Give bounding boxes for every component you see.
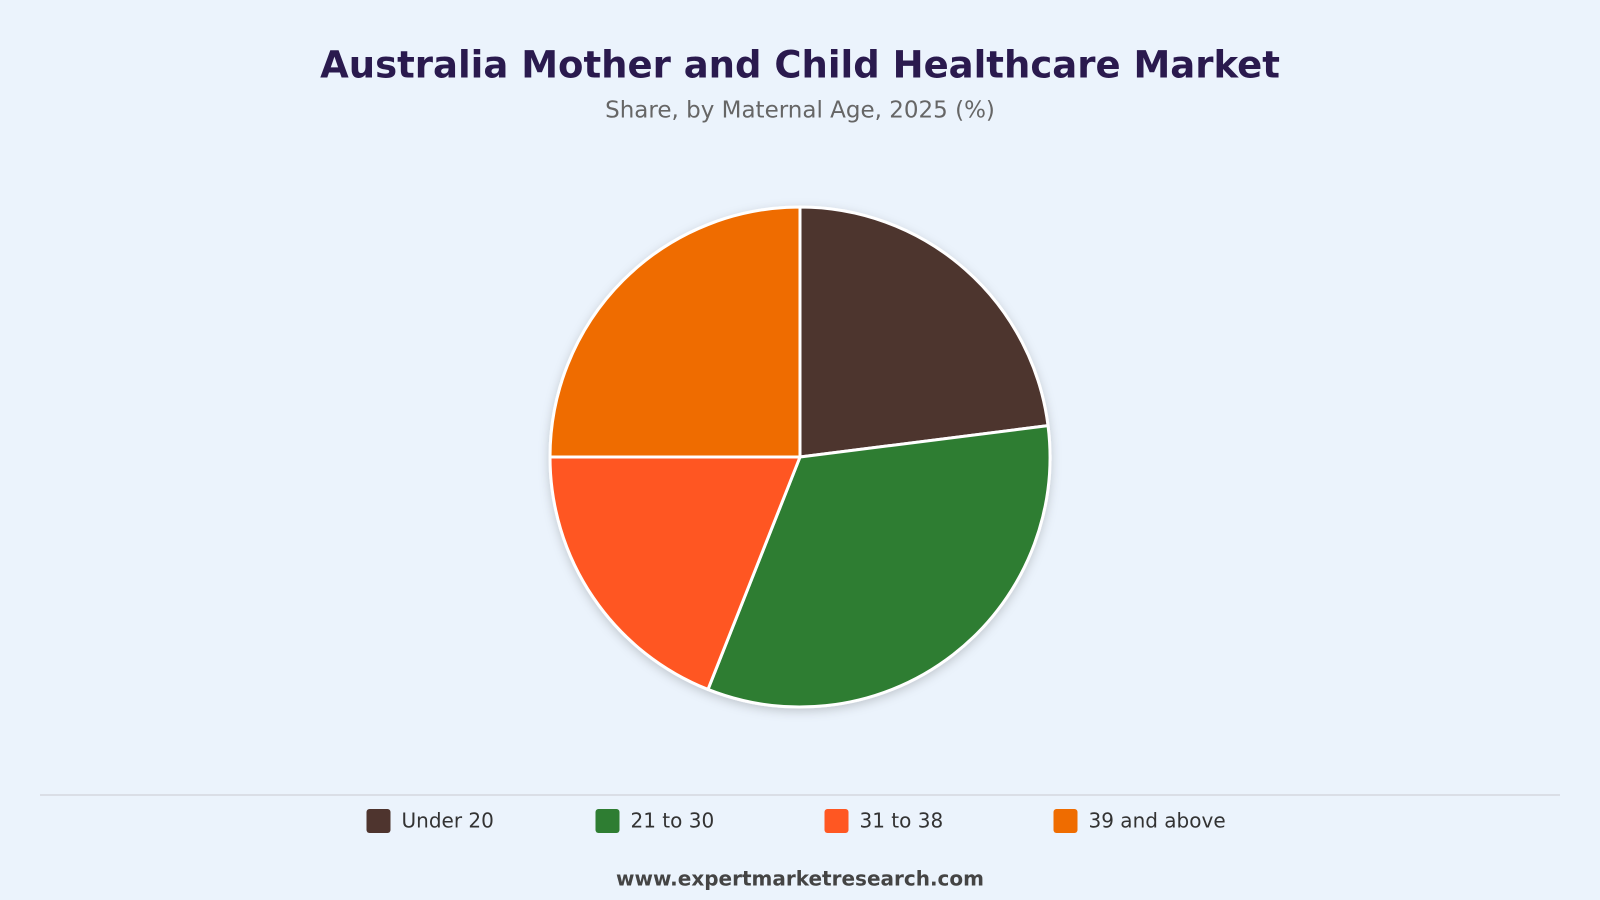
legend: Under 20 21 to 30 31 to 38 39 and above (366, 809, 1226, 833)
pie (548, 205, 1052, 709)
legend-swatch (595, 809, 620, 833)
chart-title: Australia Mother and Child Healthcare Ma… (320, 44, 1280, 87)
legend-label: Under 20 (402, 809, 494, 833)
legend-label: 21 to 30 (631, 809, 715, 833)
legend-swatch (824, 809, 849, 833)
legend-swatch (1053, 809, 1078, 833)
pie-slice (798, 205, 1050, 459)
source: www.expertmarketresearch.com (616, 867, 984, 891)
pie-slice (548, 205, 802, 459)
pie-slice (706, 424, 1052, 709)
legend-label: 31 to 38 (860, 809, 944, 833)
pie-slice (548, 455, 802, 691)
legend-label: 39 and above (1089, 809, 1226, 833)
chart-subtitle: Share, by Maternal Age, 2025 (%) (605, 98, 995, 124)
legend-swatch (366, 809, 391, 833)
